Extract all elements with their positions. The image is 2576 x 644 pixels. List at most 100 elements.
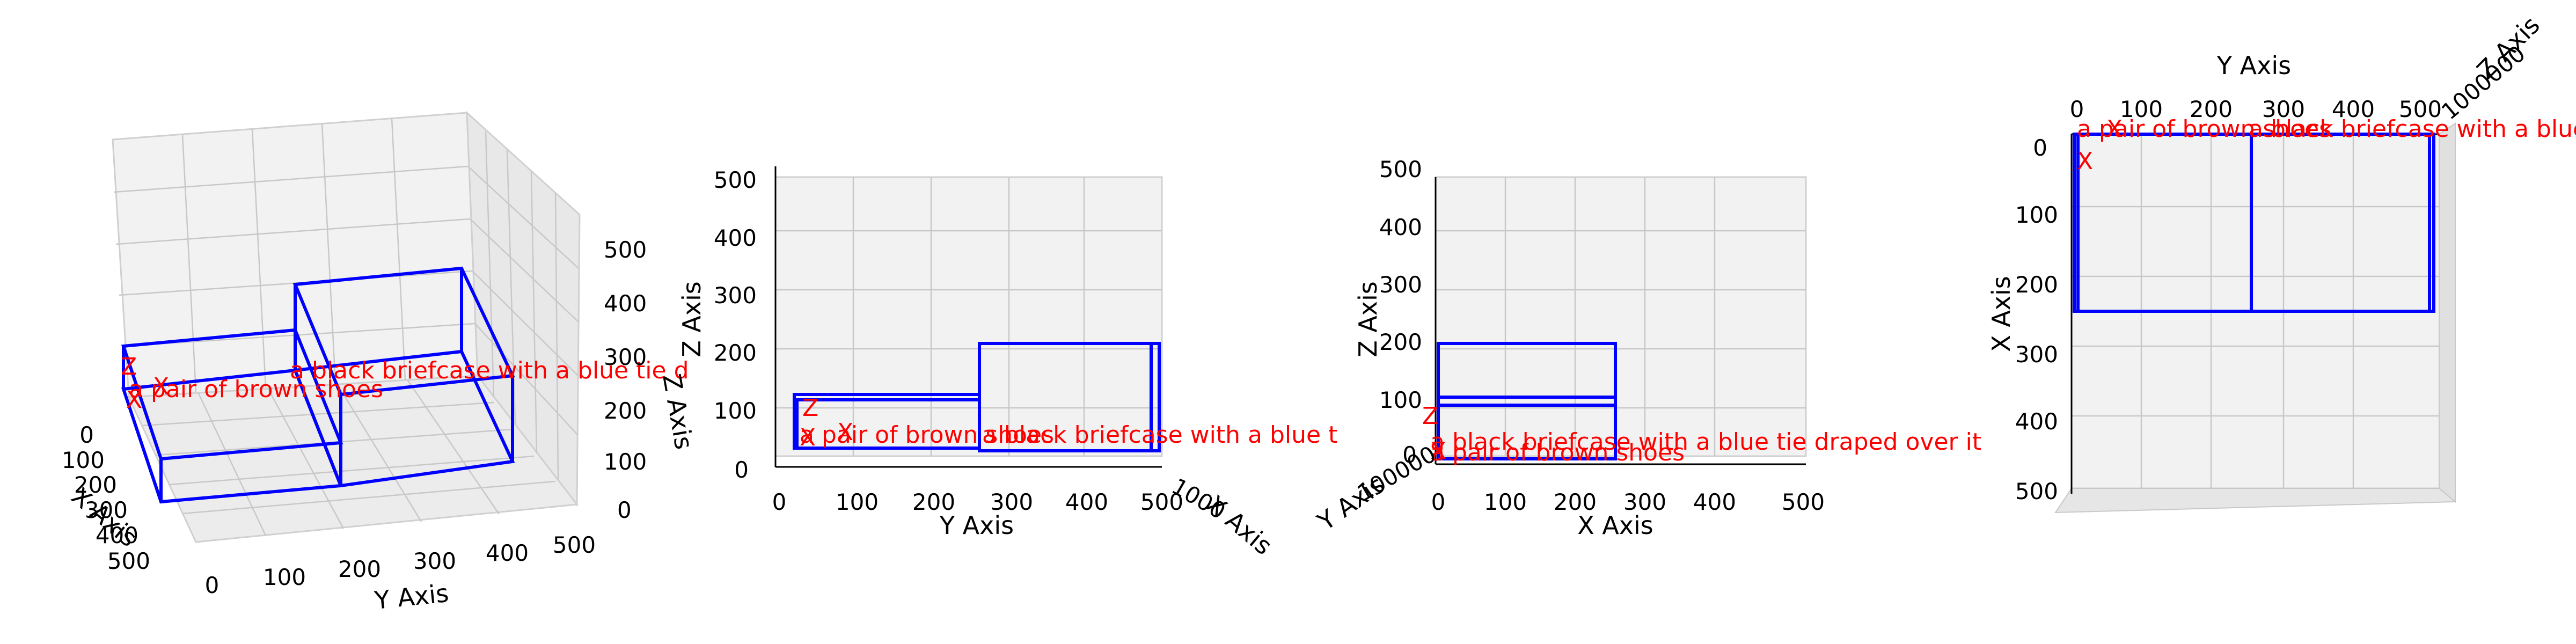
- svg-text:400: 400: [1379, 214, 1422, 240]
- svg-text:300: 300: [1379, 272, 1422, 298]
- z-ticks-p3: 0 100 200 300 400 500: [1379, 156, 1422, 468]
- label-briefcase-front: a black briefcase with a blue t: [982, 421, 1337, 449]
- svg-text:100: 100: [1484, 489, 1527, 515]
- y-ticks-p4: 0 100 200 300 400 500: [2070, 96, 2442, 122]
- svg-text:0: 0: [617, 497, 632, 523]
- svg-text:0: 0: [2070, 96, 2084, 122]
- svg-text:0: 0: [1431, 489, 1446, 515]
- z-ticks-p2: 0 100 200 300 400 500: [714, 167, 757, 483]
- svg-text:100: 100: [2015, 202, 2058, 228]
- z-axis-label-p3: Z Axis: [1353, 281, 1382, 357]
- svg-text:100: 100: [62, 447, 105, 473]
- svg-text:300: 300: [604, 344, 647, 370]
- x-ticks-p3: 0 100 200 300 400 500: [1431, 489, 1825, 515]
- panel-front: Z X X a pair of brown shoes a black brie…: [677, 166, 1337, 560]
- label-shoes-top: a pair of brown shoes: [2077, 115, 2331, 143]
- pane-3: [1435, 176, 1807, 457]
- panel-perspective: X X Z a pair of brown shoes a black brie…: [62, 111, 699, 615]
- svg-text:0: 0: [2033, 135, 2047, 161]
- svg-text:Z: Z: [121, 353, 137, 380]
- svg-text:200: 200: [2190, 96, 2233, 122]
- svg-text:500: 500: [2399, 96, 2442, 122]
- svg-text:400: 400: [2015, 408, 2058, 435]
- svg-text:0: 0: [1402, 442, 1417, 468]
- box-briefcase: [292, 266, 515, 488]
- label-briefcase-top: a black briefcase with a blue: [2249, 115, 2576, 143]
- svg-text:0: 0: [772, 489, 787, 515]
- z-axis-label-p1: Z Axis: [657, 372, 699, 452]
- svg-text:0: 0: [734, 457, 749, 483]
- svg-text:400: 400: [2332, 96, 2375, 122]
- svg-text:400: 400: [714, 225, 757, 251]
- svg-text:500: 500: [1140, 489, 1183, 515]
- y-ticks-p1: 0 100 200 300 400 500: [205, 532, 596, 598]
- svg-text:100: 100: [604, 449, 647, 475]
- svg-text:X: X: [1430, 437, 1446, 465]
- y-axis-label-p2: Y Axis: [939, 511, 1014, 540]
- svg-text:400: 400: [96, 522, 138, 548]
- y-axis-label-p4: Y Axis: [2216, 51, 2291, 80]
- label-briefcase: a black briefcase with a blue tie d: [290, 357, 689, 384]
- svg-text:500: 500: [2015, 478, 2058, 504]
- svg-text:400: 400: [604, 290, 647, 317]
- svg-text:Z: Z: [802, 394, 818, 422]
- svg-text:100: 100: [2120, 96, 2163, 122]
- svg-text:0: 0: [79, 422, 94, 448]
- svg-text:500: 500: [604, 237, 647, 263]
- svg-text:X: X: [800, 424, 816, 451]
- svg-text:X: X: [153, 373, 169, 400]
- svg-text:100: 100: [1379, 387, 1422, 413]
- label-shoes: a pair of brown shoes: [129, 376, 383, 403]
- box-briefcase-top: [2250, 133, 2435, 313]
- z-ticks-p1: 0 100 200 300 400 500: [604, 237, 647, 523]
- svg-text:300: 300: [1623, 489, 1666, 515]
- svg-text:500: 500: [107, 548, 150, 574]
- svg-text:200: 200: [912, 489, 955, 515]
- box-briefcase-front: [978, 342, 1161, 452]
- svg-text:500: 500: [714, 167, 757, 193]
- svg-text:100: 100: [836, 489, 879, 515]
- svg-text:0: 0: [205, 572, 219, 598]
- svg-text:100: 100: [263, 564, 306, 590]
- svg-text:300: 300: [413, 548, 456, 574]
- box-shoes-side: [1437, 396, 1617, 460]
- svg-text:200: 200: [1379, 329, 1422, 355]
- svg-text:500: 500: [553, 532, 596, 558]
- svg-text:X: X: [2077, 148, 2093, 175]
- svg-text:300: 300: [85, 497, 128, 523]
- svg-text:200: 200: [338, 556, 381, 582]
- x-ticks-p1: 0 100 200 300 400 500: [62, 422, 150, 574]
- z-axis-label-p2: Z Axis: [677, 281, 706, 357]
- svg-text:200: 200: [714, 340, 757, 366]
- svg-text:300: 300: [714, 282, 757, 309]
- svg-text:Z: Z: [1422, 402, 1438, 430]
- svg-text:500: 500: [1379, 156, 1422, 182]
- svg-text:100: 100: [714, 398, 757, 424]
- x-axis-label-p2: X Axis: [1201, 489, 1278, 560]
- svg-text:X: X: [837, 419, 853, 446]
- svg-text:200: 200: [74, 472, 117, 498]
- y-ticks-p2: 0 100 200 300 400 500: [772, 489, 1183, 515]
- pane-floor: [127, 375, 579, 543]
- label-briefcase-side: a black briefcase with a blue tie draped…: [1430, 428, 1981, 456]
- panel-top: X X a pair of brown shoes a black briefc…: [1987, 10, 2576, 514]
- svg-text:300: 300: [990, 489, 1033, 515]
- svg-text:200: 200: [1554, 489, 1597, 515]
- x-axis-label-p3: X Axis: [1577, 511, 1653, 540]
- y-axis-label-p1: Y Axis: [373, 579, 450, 615]
- svg-text:300: 300: [2015, 341, 2058, 368]
- svg-text:X: X: [126, 386, 142, 414]
- x-ticks-p4: 0 100 200 300 400 500: [2015, 135, 2058, 504]
- pane-2: [774, 176, 1163, 457]
- panel-side: Z X a black briefcase with a blue tie dr…: [1312, 156, 1982, 540]
- y-axis-label-p3: Y Axis: [1312, 470, 1390, 537]
- svg-text:500: 500: [1782, 489, 1825, 515]
- label-shoes-side: a pair of brown shoes: [1430, 439, 1685, 466]
- svg-text:200: 200: [2015, 272, 2058, 298]
- x-axis-label-p4: X Axis: [1987, 276, 2016, 352]
- svg-text:400: 400: [486, 540, 529, 566]
- svg-text:X: X: [2106, 115, 2123, 143]
- label-shoes-front: a pair of brown shoes: [800, 421, 1054, 449]
- svg-text:200: 200: [604, 398, 647, 424]
